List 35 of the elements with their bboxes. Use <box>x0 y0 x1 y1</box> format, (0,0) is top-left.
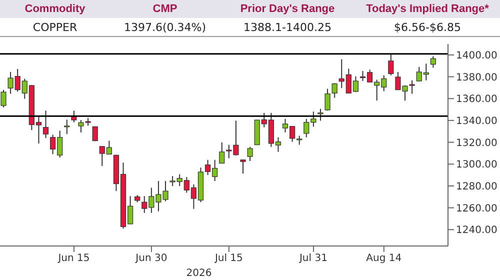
candlestick <box>318 108 324 122</box>
text: Commodity <box>24 3 86 15</box>
x-axis-title: 2026 <box>186 268 212 279</box>
candlestick <box>64 119 70 135</box>
y-tick-label: 1360.00 <box>456 94 498 106</box>
x-tick-label: Aug 14 <box>366 253 402 264</box>
y-tick-label: 1400.00 <box>456 50 498 62</box>
text: CMP <box>152 3 178 15</box>
text: COPPER <box>32 20 78 34</box>
candlestick <box>388 54 394 76</box>
text: 1397.6(0.34%) <box>122 20 208 34</box>
x-tick-label: Jul 31 <box>298 253 328 264</box>
candlestick <box>0 89 6 108</box>
y-tick-label: 1320.00 <box>456 138 498 149</box>
y-tick-label: 1240.00 <box>456 225 498 236</box>
x-tick-label: Jun 15 <box>57 253 90 264</box>
candlestick <box>430 56 436 68</box>
candlestick <box>240 159 246 174</box>
text: Today's Implied Range* <box>365 3 490 15</box>
text: $6.56-$6.85 <box>393 20 462 34</box>
text: Prior Day's Range <box>239 3 336 15</box>
candlestick <box>247 146 253 162</box>
x-tick-label: Jun 30 <box>134 253 168 264</box>
candlestick <box>71 110 77 123</box>
y-tick-label: 1260.00 <box>456 203 498 214</box>
y-tick-label: 1380.00 <box>456 72 498 84</box>
candlestick <box>324 88 330 112</box>
candlestick <box>332 82 338 98</box>
y-tick-label: 1300.00 <box>456 160 498 171</box>
y-tick-label: 1280.00 <box>456 181 498 192</box>
x-tick-label: Jul 15 <box>214 253 243 264</box>
candlestick <box>219 142 225 164</box>
text: 1388.1-1400.25 <box>242 20 332 34</box>
candlestick <box>42 110 49 139</box>
y-tick-label: 1340.00 <box>456 116 498 127</box>
